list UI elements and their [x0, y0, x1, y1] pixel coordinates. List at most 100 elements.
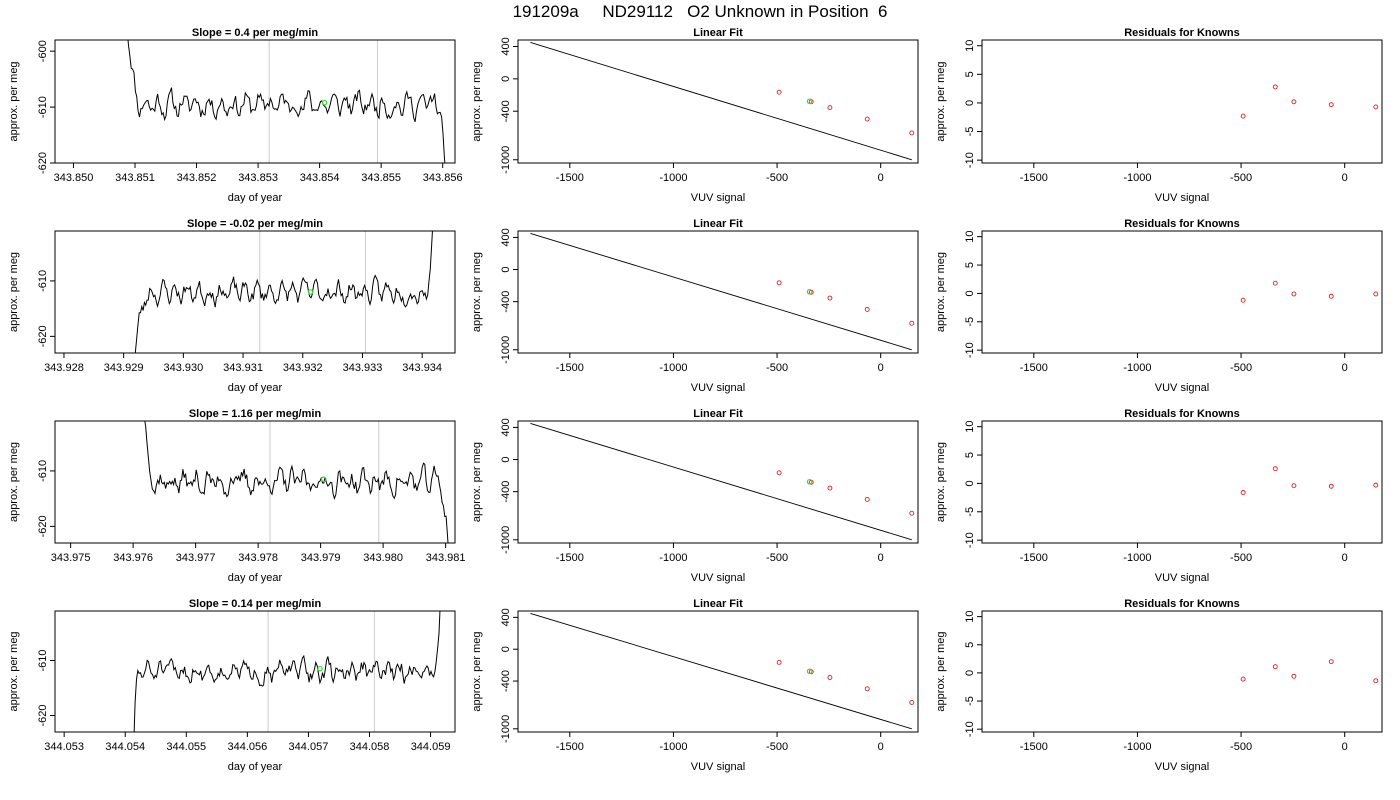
y-tick-label: -10 [964, 342, 976, 358]
data-point [1272, 466, 1278, 472]
x-axis-label: VUV signal [691, 761, 745, 773]
data-point [909, 510, 915, 516]
x-tick-label: -500 [766, 172, 788, 184]
plot-frame [517, 610, 919, 733]
y-tick-label: -600 [37, 40, 49, 62]
data-area [133, 611, 441, 732]
y-axis-label: approx. per meg [8, 631, 20, 711]
x-tick-label: 343.978 [238, 552, 278, 564]
panel-residuals-4: Residuals for Knowns -1500 -1000 -500 0 10 5 0 -… [935, 598, 1383, 773]
y-tick-label: 400 [500, 418, 512, 436]
y-tick-label: 400 [500, 608, 512, 626]
y-tick-label: 10 [964, 421, 976, 433]
y-tick-label: -1000 [500, 526, 512, 554]
data-point [864, 686, 870, 692]
data-point [1240, 113, 1246, 119]
data-point [827, 295, 833, 301]
data-area [530, 612, 915, 730]
x-tick-label: 343.933 [343, 362, 383, 374]
data-point [1272, 664, 1278, 670]
highlight-point [317, 665, 323, 672]
y-tick-label: 5 [964, 71, 976, 77]
x-tick-label: -1500 [556, 552, 584, 564]
highlight-point [806, 668, 813, 675]
panel-linear-fit-2: Linear Fit -1500 -1000 -500 0 400 0 -400 -1000 VU… [471, 218, 919, 394]
y-axis-label: approx. per meg [471, 61, 483, 141]
data-point [827, 485, 833, 491]
x-tick-label: 0 [1342, 172, 1348, 184]
data-point [1328, 293, 1334, 299]
y-tick-label: 0 [964, 290, 976, 296]
data-area [127, 40, 446, 163]
panel-title: Slope = 1.16 per meg/min [189, 408, 322, 420]
y-tick-label: 0 [964, 100, 976, 106]
data-area [530, 232, 915, 351]
y-axis-label: approx. per meg [8, 442, 20, 522]
y-tick-label: -610 [37, 96, 49, 118]
x-tick-label: -1500 [1020, 741, 1048, 753]
x-tick-label: -1500 [1020, 362, 1048, 374]
data-point [1373, 482, 1379, 488]
x-tick-label: 343.856 [423, 172, 463, 184]
x-tick-label: 343.980 [363, 552, 403, 564]
data-point [1240, 676, 1246, 682]
highlight-point [806, 98, 813, 105]
y-tick-label: -610 [37, 460, 49, 482]
x-axis-label: day of year [228, 382, 283, 394]
y-tick-label: 5 [964, 452, 976, 458]
plot-frame [517, 230, 919, 354]
panel-title: Linear Fit [693, 27, 743, 39]
data-point [1272, 84, 1278, 90]
data-point [1291, 291, 1297, 297]
fit-line [530, 612, 912, 730]
panel-title: Residuals for Knowns [1124, 27, 1240, 39]
plot-frame [54, 420, 456, 544]
x-tick-label: -500 [1230, 552, 1252, 564]
panel-title: Residuals for Knowns [1124, 408, 1240, 420]
data-area [134, 231, 433, 353]
panel-timeseries-1: Slope = 0.4 per meg/min 343.850 343.851 343… [8, 27, 463, 204]
timeseries-trace [127, 40, 446, 163]
x-tick-label: 343.975 [51, 552, 91, 564]
highlight-point [806, 288, 813, 295]
y-tick-label: -400 [500, 100, 512, 122]
data-area [144, 421, 449, 543]
plot-frame [517, 39, 919, 164]
x-tick-label: 343.929 [104, 362, 144, 374]
y-tick-label: -5 [964, 696, 976, 706]
x-tick-label: 344.053 [44, 741, 84, 753]
x-tick-label: 0 [878, 552, 884, 564]
y-tick-label: -1000 [500, 146, 512, 174]
y-axis-label: approx. per meg [471, 252, 483, 332]
data-point [909, 320, 915, 326]
x-axis-label: day of year [228, 572, 283, 584]
data-area [1240, 466, 1379, 495]
plot-frame [981, 230, 1383, 354]
fit-line [530, 422, 912, 541]
panel-linear-fit-4: Linear Fit -1500 -1000 -500 0 400 0 -400 -1000 VU… [471, 598, 919, 773]
y-tick-label: -400 [500, 291, 512, 313]
y-tick-label: 10 [964, 611, 976, 623]
data-point [776, 89, 782, 95]
data-point [909, 130, 915, 136]
data-area [530, 422, 915, 541]
plot-frame [981, 420, 1383, 544]
panel-linear-fit-1: Linear Fit -1500 -1000 -500 0 400 0 -400 -1000 VU… [471, 27, 919, 204]
y-tick-label: 0 [964, 670, 976, 676]
data-point [1328, 659, 1334, 665]
data-point [1272, 280, 1278, 286]
panel-residuals-3: Residuals for Knowns -1500 -1000 -500 0 10 5 0 -… [935, 408, 1383, 584]
y-tick-label: -10 [964, 532, 976, 548]
panel-title: Slope = 0.14 per meg/min [189, 598, 322, 610]
x-tick-label: 343.979 [301, 552, 341, 564]
panel-timeseries-2: Slope = -0.02 per meg/min 343.928 343.929 3… [8, 218, 456, 394]
y-tick-label: 0 [500, 76, 512, 82]
x-tick-label: 343.931 [223, 362, 263, 374]
y-axis-label: approx. per meg [935, 61, 947, 141]
x-tick-label: 0 [878, 741, 884, 753]
plot-frame [54, 230, 456, 354]
x-tick-label: -500 [1230, 362, 1252, 374]
plot-frame [54, 39, 456, 164]
data-point [1291, 483, 1297, 489]
data-point [909, 700, 915, 705]
